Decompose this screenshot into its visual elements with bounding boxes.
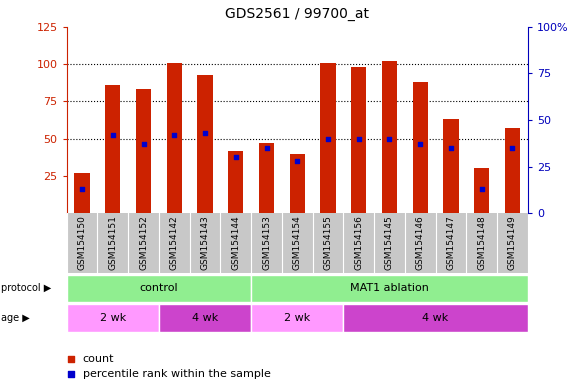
Text: GSM154153: GSM154153 — [262, 215, 271, 270]
Bar — [443, 119, 459, 213]
Text: age ▶: age ▶ — [1, 313, 30, 323]
Bar — [159, 304, 251, 332]
Text: GSM154156: GSM154156 — [354, 215, 363, 270]
Point — [108, 132, 118, 138]
Point — [293, 158, 302, 164]
Point — [170, 132, 179, 138]
Point — [447, 145, 456, 151]
Bar — [105, 85, 121, 213]
Bar — [67, 304, 159, 332]
Bar — [351, 67, 367, 213]
Bar — [474, 169, 490, 213]
Text: 4 wk: 4 wk — [422, 313, 449, 323]
Text: control: control — [140, 283, 178, 293]
Point — [262, 145, 271, 151]
Text: GSM154144: GSM154144 — [231, 215, 240, 270]
Text: GSM154149: GSM154149 — [508, 215, 517, 270]
Bar — [289, 154, 305, 213]
Text: GSM154147: GSM154147 — [447, 215, 455, 270]
Bar — [259, 143, 274, 213]
Text: 2 wk: 2 wk — [100, 313, 126, 323]
Text: percentile rank within the sample: percentile rank within the sample — [83, 369, 271, 379]
Bar — [74, 173, 90, 213]
Bar — [412, 82, 428, 213]
Text: GSM154151: GSM154151 — [108, 215, 117, 270]
Point — [385, 136, 394, 142]
Point — [78, 186, 87, 192]
Point — [139, 141, 148, 147]
Point — [201, 130, 210, 136]
Text: 4 wk: 4 wk — [192, 313, 218, 323]
Point — [415, 141, 425, 147]
Text: 2 wk: 2 wk — [284, 313, 310, 323]
Point — [67, 371, 76, 377]
Point — [354, 136, 363, 142]
Text: GSM154143: GSM154143 — [201, 215, 209, 270]
Point — [477, 186, 487, 192]
Text: GSM154145: GSM154145 — [385, 215, 394, 270]
Bar — [136, 89, 151, 213]
Text: GDS2561 / 99700_at: GDS2561 / 99700_at — [225, 7, 369, 21]
Text: protocol ▶: protocol ▶ — [1, 283, 52, 293]
Text: GSM154152: GSM154152 — [139, 215, 148, 270]
Text: MAT1 ablation: MAT1 ablation — [350, 283, 429, 293]
Bar — [228, 151, 244, 213]
Point — [508, 145, 517, 151]
Point — [67, 356, 76, 362]
Bar — [382, 61, 397, 213]
Bar — [197, 74, 213, 213]
Text: GSM154155: GSM154155 — [324, 215, 332, 270]
Bar — [251, 275, 528, 302]
Bar — [320, 63, 336, 213]
Point — [324, 136, 333, 142]
Bar — [343, 304, 528, 332]
Text: GSM154146: GSM154146 — [416, 215, 425, 270]
Point — [231, 154, 241, 161]
Bar — [251, 304, 343, 332]
Text: GSM154154: GSM154154 — [293, 215, 302, 270]
Text: GSM154148: GSM154148 — [477, 215, 486, 270]
Text: GSM154150: GSM154150 — [78, 215, 86, 270]
Bar — [505, 128, 520, 213]
Text: count: count — [83, 354, 114, 364]
Bar — [166, 63, 182, 213]
Text: GSM154142: GSM154142 — [170, 215, 179, 270]
Bar — [67, 275, 251, 302]
